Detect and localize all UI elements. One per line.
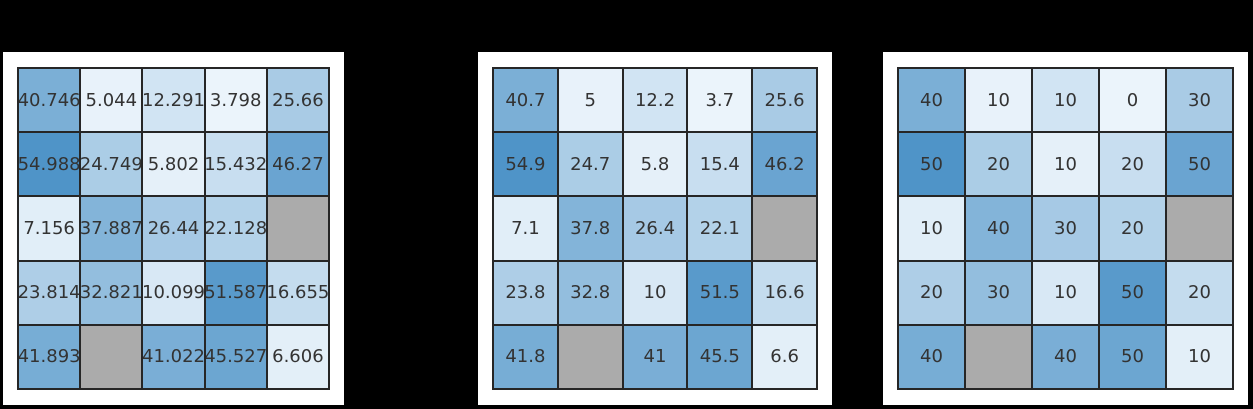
heatmap-cell: 30: [1032, 196, 1099, 261]
heatmap-cell: 24.7: [557, 132, 623, 197]
heatmap-panel-rounded-to-tens: 40 10 10 0 30 50 20 10 20 50 10 40 30 20 20 30 10 50 20 40 4…: [883, 52, 1248, 405]
heatmap-cell: 20: [965, 132, 1032, 197]
heatmap-cell: 54.9: [493, 132, 558, 197]
heatmap-cell: 20: [1099, 132, 1166, 197]
heatmap-cell: 5.802: [142, 132, 205, 197]
heatmap-cell: 20: [898, 260, 965, 325]
heatmap-panel-one-decimal: 40.7 5 12.2 3.7 25.6 54.9 24.7 5.8 15.4 46.2 7.1 37…: [478, 52, 832, 405]
heatmap-cell-missing: [80, 324, 143, 389]
heatmap-cell: 16.6: [752, 260, 817, 325]
heatmap-grid: 40 10 10 0 30 50 20 10 20 50 10 40 30 20 20 30 10 50 20 40 4…: [897, 67, 1234, 390]
heatmap-cell-missing: [965, 324, 1032, 389]
heatmap-cell: 10: [1032, 132, 1099, 197]
heatmap-cell: 46.2: [752, 132, 817, 197]
heatmap-cell: 40.7: [493, 68, 558, 133]
heatmap-cell: 40.746: [18, 68, 81, 133]
heatmap-cell: 50: [1166, 132, 1233, 197]
heatmap-cell: 51.5: [687, 260, 753, 325]
heatmap-cell-missing: [1166, 196, 1233, 261]
heatmap-cell: 10.099: [142, 260, 205, 325]
heatmap-cell-missing: [557, 324, 623, 389]
heatmap-cell: 20: [1166, 260, 1233, 325]
heatmap-cell: 40: [1032, 324, 1099, 389]
heatmap-cell: 0: [1099, 68, 1166, 133]
heatmap-cell: 32.821: [80, 260, 143, 325]
heatmap-cell-missing: [752, 196, 817, 261]
heatmap-cell: 5: [557, 68, 623, 133]
heatmap-grid: 40.746 5.044 12.291 3.798 25.66 54.988 24.749 5…: [17, 67, 330, 390]
heatmap-cell: 46.27: [266, 132, 329, 197]
heatmap-cell: 26.44: [142, 196, 205, 261]
heatmap-cell: 23.814: [18, 260, 81, 325]
heatmap-cell: 30: [965, 260, 1032, 325]
heatmap-cell: 20: [1099, 196, 1166, 261]
heatmap-cell: 10: [965, 68, 1032, 133]
heatmap-cell: 40: [965, 196, 1032, 261]
heatmap-cell: 30: [1166, 68, 1233, 133]
heatmap-cell: 25.6: [752, 68, 817, 133]
heatmap-cell: 37.8: [557, 196, 623, 261]
heatmap-cell: 12.291: [142, 68, 205, 133]
heatmap-cell: 7.156: [18, 196, 81, 261]
heatmap-cell: 10: [1032, 68, 1099, 133]
heatmap-cell: 16.655: [266, 260, 329, 325]
heatmap-cell: 23.8: [493, 260, 558, 325]
heatmap-cell: 22.1: [687, 196, 753, 261]
heatmap-cell: 40: [898, 68, 965, 133]
heatmap-cell: 10: [622, 260, 688, 325]
heatmap-cell: 40: [898, 324, 965, 389]
heatmap-cell: 22.128: [204, 196, 267, 261]
heatmap-cell: 32.8: [557, 260, 623, 325]
heatmap-cell: 3.798: [204, 68, 267, 133]
heatmap-cell: 15.4: [687, 132, 753, 197]
heatmap-cell: 10: [1032, 260, 1099, 325]
heatmap-cell: 6.6: [752, 324, 817, 389]
heatmap-cell: 26.4: [622, 196, 688, 261]
heatmap-cell: 10: [898, 196, 965, 261]
heatmap-cell: 45.5: [687, 324, 753, 389]
heatmap-cell: 50: [898, 132, 965, 197]
heatmap-cell: 25.66: [266, 68, 329, 133]
heatmap-cell: 41.893: [18, 324, 81, 389]
heatmap-cell: 50: [1099, 260, 1166, 325]
heatmap-cell: 54.988: [18, 132, 81, 197]
heatmap-cell: 5.044: [80, 68, 143, 133]
heatmap-cell: 6.606: [266, 324, 329, 389]
heatmap-cell: 12.2: [622, 68, 688, 133]
heatmap-cell: 24.749: [80, 132, 143, 197]
heatmap-cell: 41: [622, 324, 688, 389]
heatmap-cell-missing: [266, 196, 329, 261]
heatmap-cell: 41.022: [142, 324, 205, 389]
heatmap-cell: 41.8: [493, 324, 558, 389]
heatmap-cell: 50: [1099, 324, 1166, 389]
heatmap-cell: 51.587: [204, 260, 267, 325]
heatmap-cell: 15.432: [204, 132, 267, 197]
heatmap-cell: 10: [1166, 324, 1233, 389]
heatmap-panel-full-precision: 40.746 5.044 12.291 3.798 25.66 54.988 24.749 5…: [3, 52, 344, 405]
heatmap-cell: 37.887: [80, 196, 143, 261]
heatmap-cell: 45.527: [204, 324, 267, 389]
heatmap-cell: 3.7: [687, 68, 753, 133]
heatmap-cell: 7.1: [493, 196, 558, 261]
heatmap-grid: 40.7 5 12.2 3.7 25.6 54.9 24.7 5.8 15.4 46.2 7.1 37…: [492, 67, 818, 390]
heatmap-cell: 5.8: [622, 132, 688, 197]
